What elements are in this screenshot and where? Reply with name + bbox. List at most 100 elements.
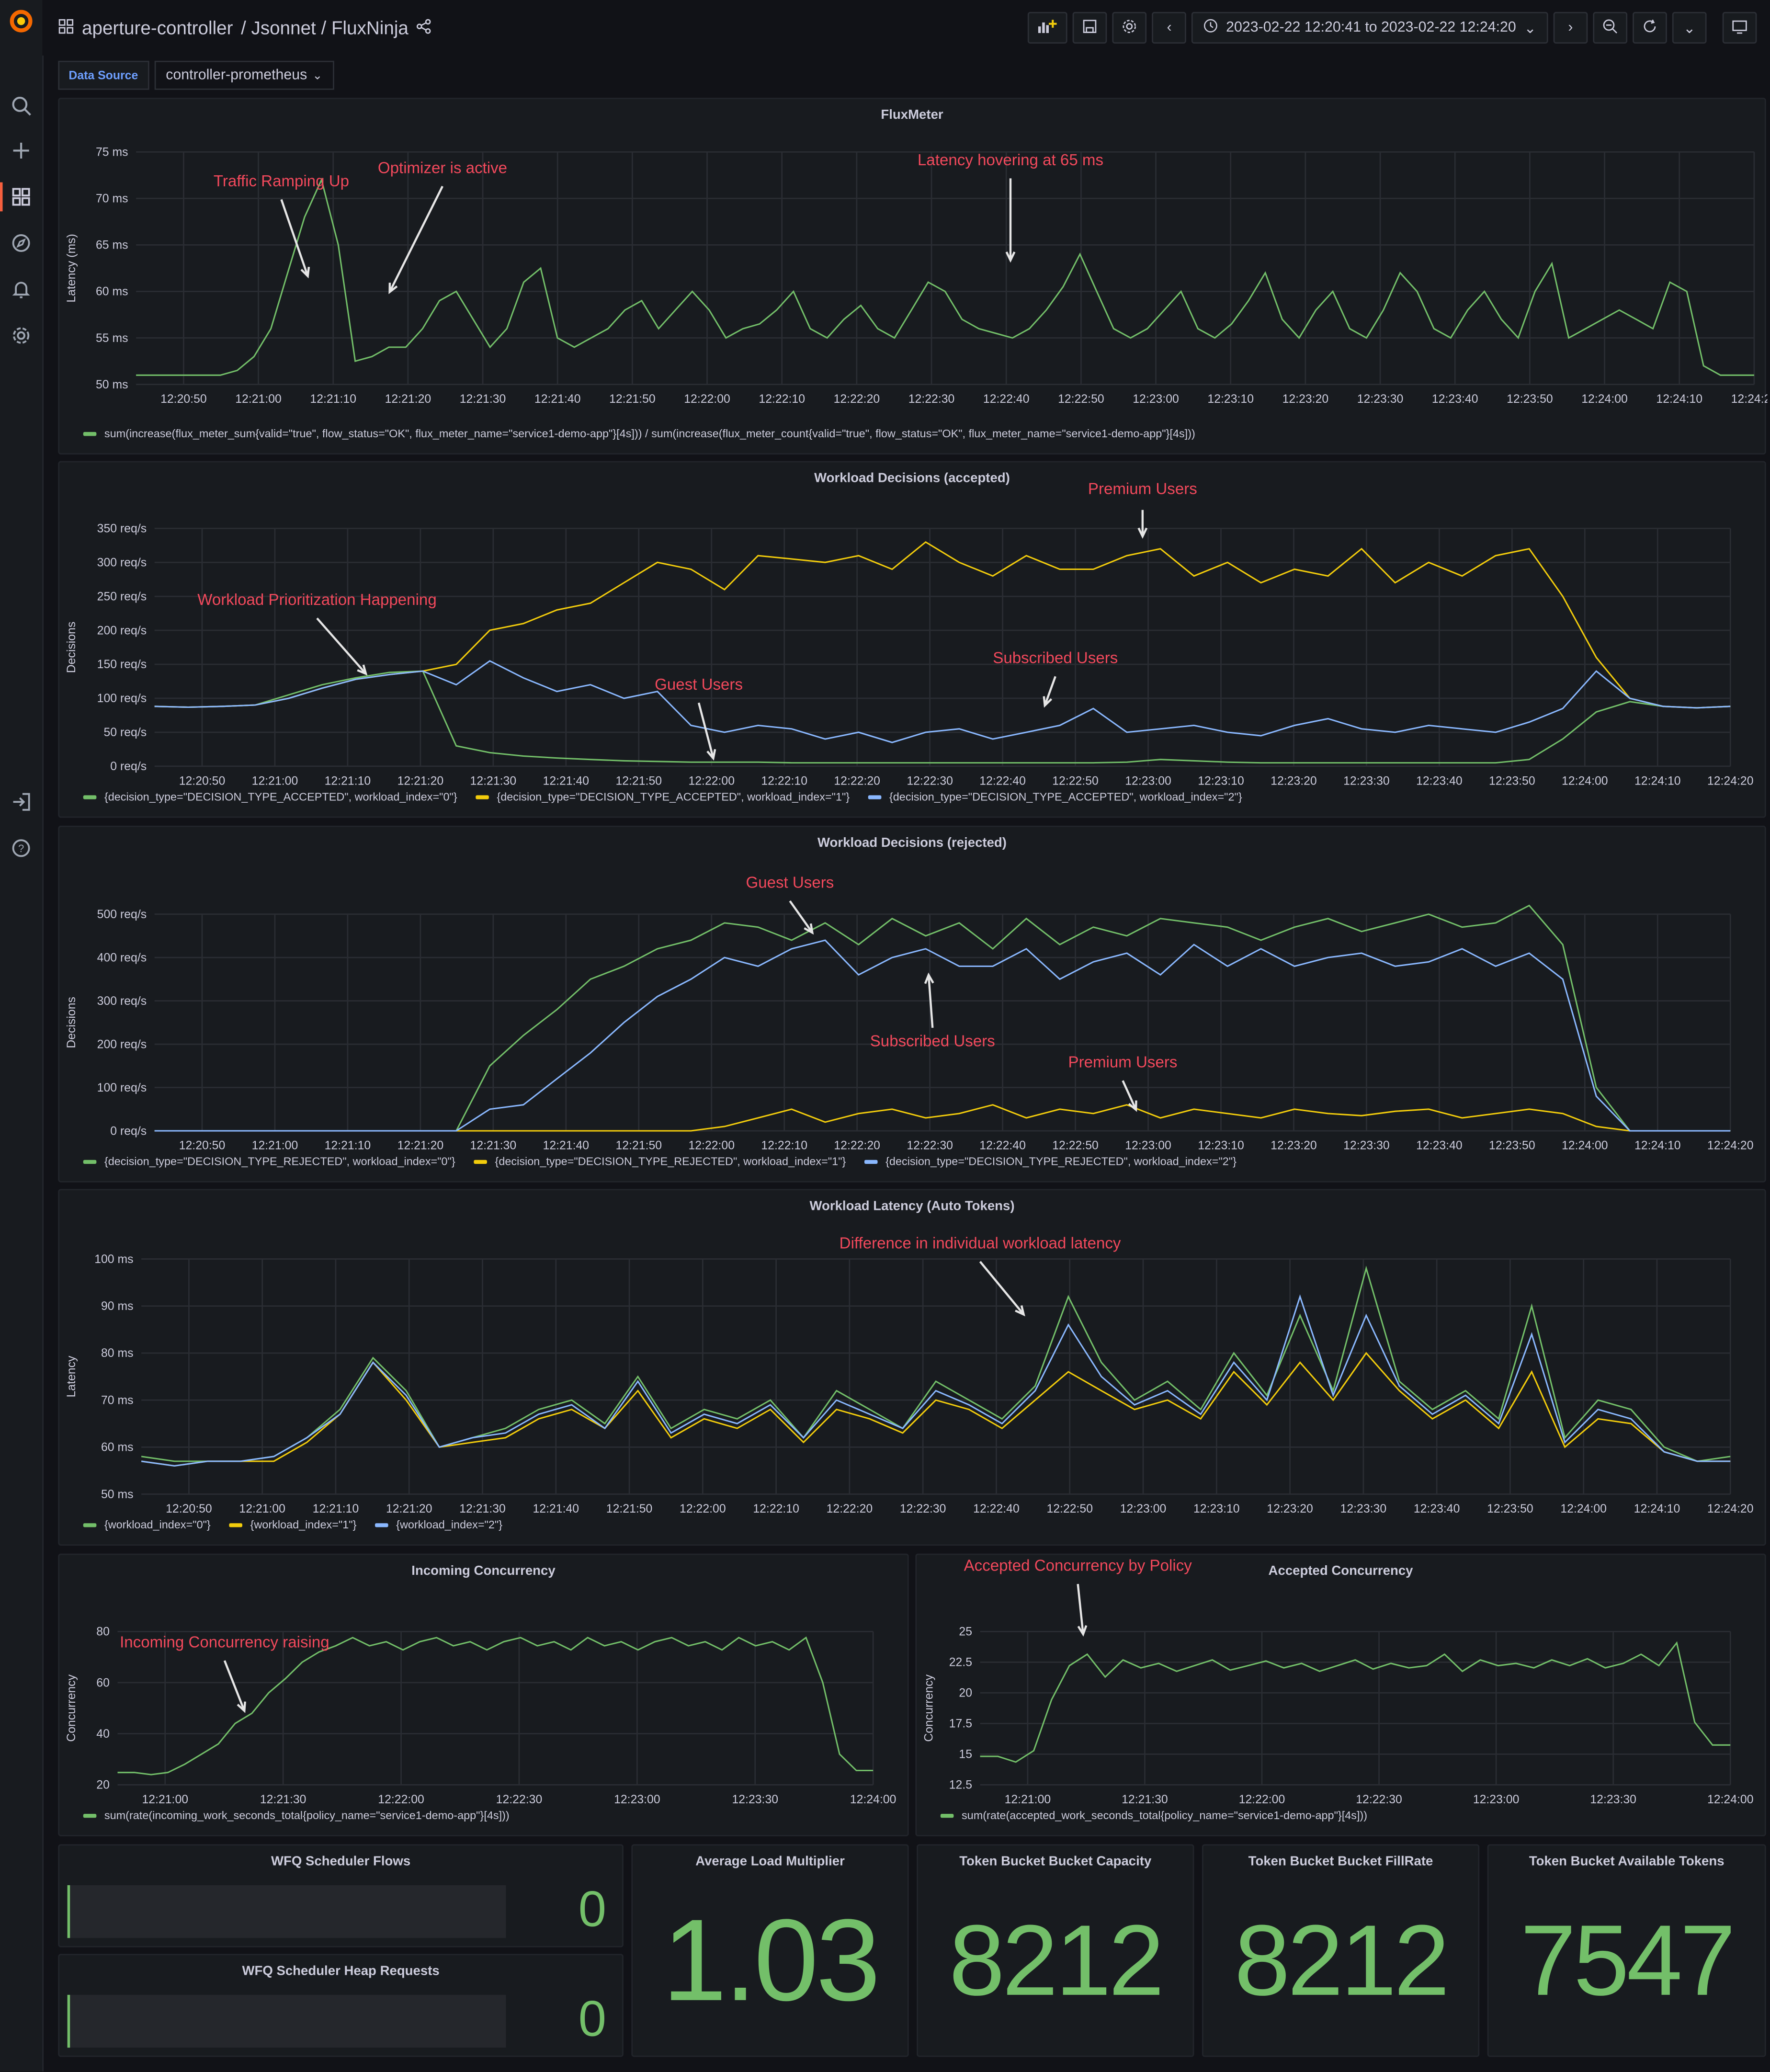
refresh-interval-dropdown[interactable]: ⌄ <box>1672 11 1707 44</box>
legend-item[interactable]: {workload_index="0"} <box>104 1518 211 1531</box>
annotation-label: Incoming Concurrency raising <box>120 1633 329 1651</box>
alerting-icon[interactable] <box>8 276 34 302</box>
load-multiplier-value: 1.03 <box>662 1894 881 2026</box>
x-tick-label: 12:21:40 <box>534 393 581 406</box>
y-tick-label: 100 ms <box>94 1253 133 1266</box>
annotation-arrowhead <box>1043 696 1053 708</box>
x-tick-label: 12:23:10 <box>1198 1139 1244 1152</box>
dashboard-title[interactable]: / Jsonnet / FluxNinja <box>241 17 408 38</box>
time-picker[interactable]: 2023-02-22 12:20:41 to 2023-02-22 12:24:… <box>1191 11 1548 44</box>
y-tick-label: 75 ms <box>96 146 128 159</box>
y-tick-label: 40 <box>96 1728 110 1741</box>
x-tick-label: 12:23:30 <box>1343 1139 1390 1152</box>
x-tick-label: 12:22:50 <box>1046 1503 1093 1515</box>
legend-item[interactable]: {decision_type="DECISION_TYPE_ACCEPTED",… <box>889 790 1242 803</box>
x-tick-label: 12:22:20 <box>834 1139 880 1152</box>
y-tick-label: 150 req/s <box>97 658 147 671</box>
config-icon[interactable] <box>8 322 34 349</box>
datasource-value: controller-prometheus <box>166 67 307 83</box>
panel-wfq-heap[interactable]: WFQ Scheduler Heap Requests 0 <box>58 1954 624 2057</box>
grafana-logo-icon[interactable] <box>8 8 34 34</box>
panel-bucket-capacity[interactable]: Token Bucket Bucket Capacity 8212 <box>917 1844 1194 2057</box>
panel-decisions-accepted[interactable]: Workload Decisions (accepted) 350 req/s 3… <box>58 461 1766 818</box>
x-tick-label: 12:23:00 <box>1473 1793 1520 1806</box>
x-tick-label: 12:22:10 <box>761 774 807 787</box>
x-tick-label: 12:22:20 <box>834 393 880 406</box>
x-tick-label: 12:22:50 <box>1052 1139 1099 1152</box>
annotation-arrowhead <box>1077 1625 1088 1637</box>
x-tick-label: 12:23:10 <box>1193 1503 1240 1515</box>
panel-available-tokens[interactable]: Token Bucket Available Tokens 7547 <box>1487 1844 1766 2057</box>
legend-item[interactable]: {workload_index="2"} <box>396 1518 502 1531</box>
x-tick-label: 12:23:40 <box>1416 774 1463 787</box>
explore-icon[interactable] <box>8 230 34 256</box>
x-tick-label: 12:23:30 <box>1590 1793 1636 1806</box>
legend-item[interactable]: {decision_type="DECISION_TYPE_REJECTED",… <box>104 1155 455 1168</box>
share-icon[interactable] <box>416 17 432 38</box>
y-tick-label: 50 req/s <box>104 726 147 739</box>
legend-item[interactable]: {decision_type="DECISION_TYPE_REJECTED",… <box>885 1155 1237 1168</box>
panel-wfq-flows[interactable]: WFQ Scheduler Flows 0 <box>58 1844 624 1947</box>
x-tick-label: 12:22:30 <box>907 1139 953 1152</box>
panel-incoming-concurrency[interactable]: Incoming Concurrency 80 60 40 20 12:21:00 12:… <box>58 1553 909 1836</box>
panel-bucket-fillrate[interactable]: Token Bucket Bucket FillRate 8212 <box>1202 1844 1480 2057</box>
y-axis-label: Latency (ms) <box>65 234 78 302</box>
x-tick-label: 12:21:00 <box>235 393 282 406</box>
annotation-label: Premium Users <box>1068 1054 1178 1071</box>
legend-item[interactable]: {decision_type="DECISION_TYPE_ACCEPTED",… <box>104 790 457 803</box>
panel-decisions-rejected[interactable]: Workload Decisions (rejected) 500 req/s 4… <box>58 825 1766 1183</box>
refresh-button[interactable] <box>1633 11 1667 44</box>
legend-item[interactable]: {workload_index="1"} <box>250 1518 357 1531</box>
sign-in-icon[interactable] <box>8 789 34 815</box>
legend-swatch <box>375 1523 388 1527</box>
annotation-arrowhead <box>300 267 310 279</box>
x-tick-label: 12:22:20 <box>827 1503 873 1515</box>
legend-item[interactable]: sum(rate(accepted_work_seconds_total{pol… <box>962 1809 1367 1822</box>
legend-item[interactable]: sum(increase(flux_meter_sum{valid="true"… <box>104 427 1195 440</box>
x-tick-label: 12:24:10 <box>1656 393 1702 406</box>
legend-swatch <box>83 1523 97 1527</box>
y-tick-label: 200 req/s <box>97 624 147 637</box>
legend-swatch <box>229 1523 242 1527</box>
search-icon[interactable] <box>8 92 34 119</box>
annotation-label: Premium Users <box>1088 480 1197 498</box>
legend-swatch <box>940 1814 954 1818</box>
x-tick-label: 12:22:00 <box>1239 1793 1285 1806</box>
x-tick-label: 12:21:40 <box>543 1139 590 1152</box>
folder-link[interactable]: aperture-controller <box>82 17 233 38</box>
tv-mode-button[interactable] <box>1722 11 1757 44</box>
x-tick-label: 12:21:00 <box>252 1139 298 1152</box>
panel-fluxmeter[interactable]: FluxMeter 75 ms 70 ms 65 ms 60 ms 55 ms 50 ms… <box>58 98 1767 455</box>
time-shift-forward-button[interactable]: › <box>1553 11 1588 44</box>
series-line <box>980 1641 1731 1763</box>
series-line <box>154 1104 1731 1132</box>
legend-swatch <box>474 1160 487 1164</box>
legend-item[interactable]: {decision_type="DECISION_TYPE_ACCEPTED",… <box>497 790 850 803</box>
x-tick-label: 12:21:30 <box>470 774 517 787</box>
dashboards-icon[interactable] <box>8 183 34 210</box>
legend-item[interactable]: sum(rate(incoming_work_seconds_total{pol… <box>104 1809 510 1822</box>
x-tick-label: 12:21:10 <box>313 1503 359 1515</box>
bucket-fillrate-value: 8212 <box>1234 1905 1450 2017</box>
x-tick-label: 12:22:40 <box>979 774 1026 787</box>
panel-accepted-concurrency[interactable]: Accepted Concurrency 25 22.5 20 17.5 15 12.5 1… <box>915 1553 1766 1836</box>
settings-button[interactable] <box>1112 11 1147 44</box>
legend-item[interactable]: {decision_type="DECISION_TYPE_REJECTED",… <box>495 1155 846 1168</box>
add-panel-button[interactable] <box>1028 11 1068 44</box>
panel-workload-latency[interactable]: Workload Latency (Auto Tokens) 100 ms 90 … <box>58 1189 1766 1546</box>
save-button[interactable] <box>1073 11 1107 44</box>
time-shift-back-button[interactable]: ‹ <box>1152 11 1187 44</box>
datasource-select[interactable]: controller-prometheus ⌄ <box>154 60 335 90</box>
annotation-arrow <box>223 1660 246 1711</box>
annotation-label: Workload Prioritization Happening <box>197 591 436 609</box>
series-line <box>154 670 1731 764</box>
time-range-label: 2023-02-22 12:20:41 to 2023-02-22 12:24:… <box>1226 20 1516 36</box>
x-tick-label: 12:21:10 <box>310 393 356 406</box>
zoom-out-button[interactable] <box>1593 11 1628 44</box>
plus-icon[interactable] <box>8 137 34 164</box>
x-tick-label: 12:21:20 <box>385 393 431 406</box>
help-icon[interactable]: ? <box>8 835 34 861</box>
panel-load-multiplier[interactable]: Average Load Multiplier 1.03 <box>631 1844 909 2057</box>
x-tick-label: 12:22:30 <box>1356 1793 1402 1806</box>
